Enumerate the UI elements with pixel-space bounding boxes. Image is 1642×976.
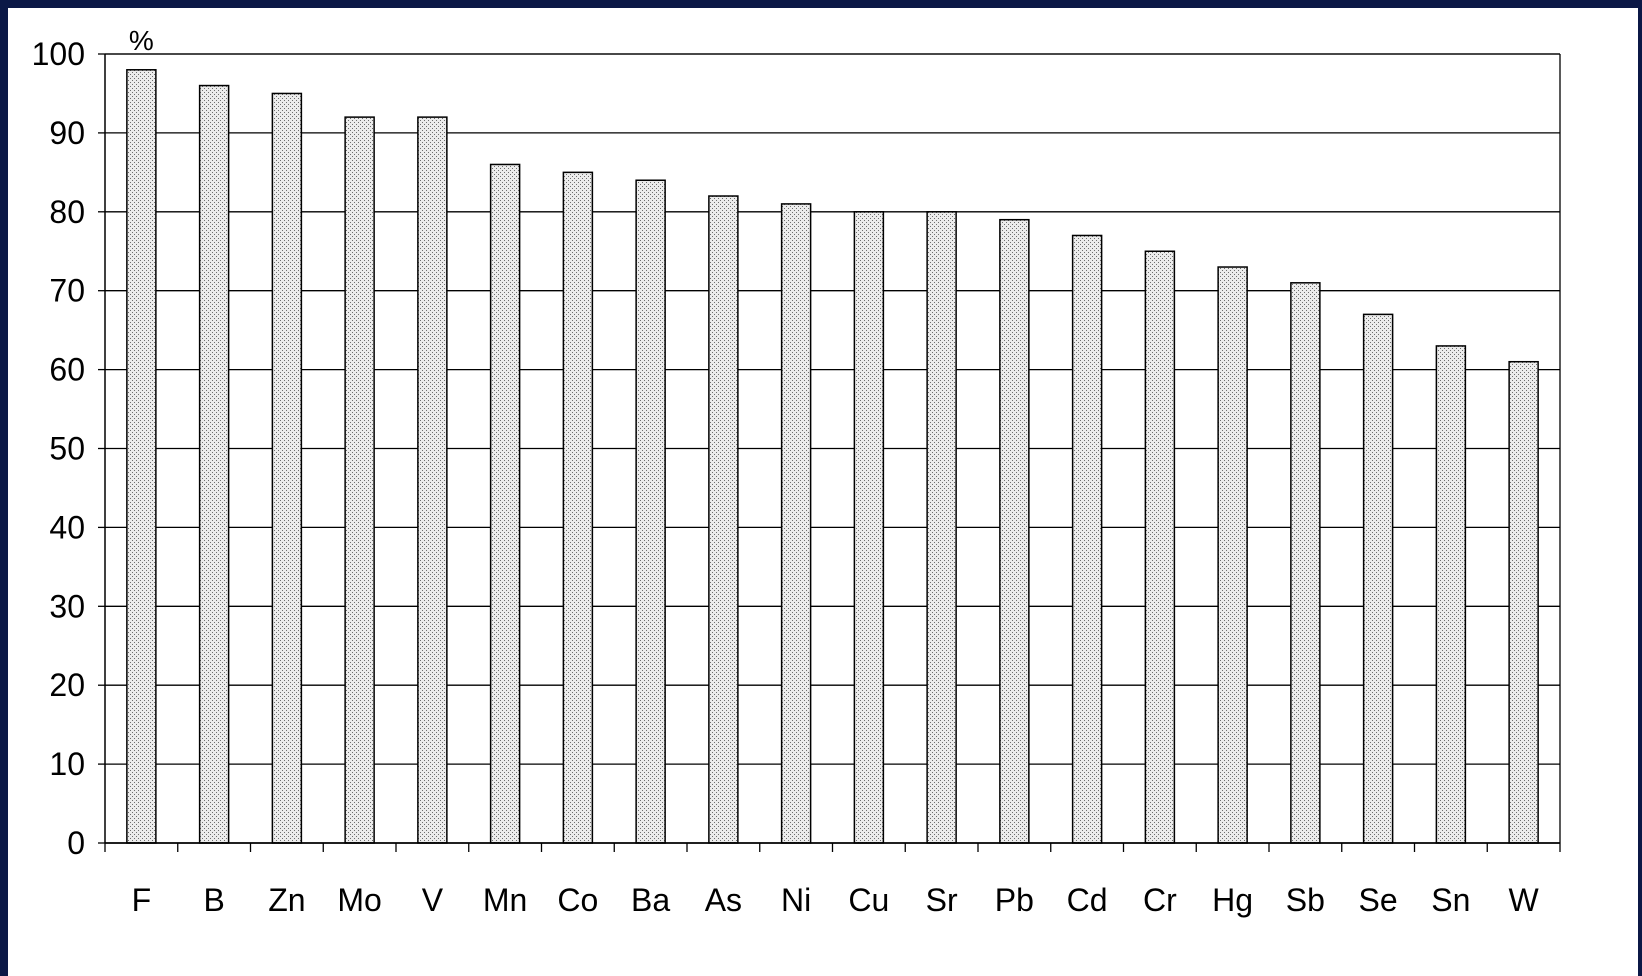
x-tick-label: Zn bbox=[268, 882, 305, 918]
bar-as bbox=[708, 195, 739, 844]
bar-mo bbox=[344, 116, 375, 844]
x-tick-label: Cu bbox=[848, 882, 889, 918]
x-tick-label: Ba bbox=[631, 882, 670, 918]
gridlines bbox=[105, 53, 1560, 765]
bar-cr bbox=[1144, 250, 1176, 844]
y-tick-label: 40 bbox=[49, 509, 85, 545]
y-axis-unit-label: % bbox=[129, 25, 154, 56]
y-tick-label: 70 bbox=[49, 273, 85, 309]
y-tick-label: 50 bbox=[49, 431, 85, 467]
bar-ba bbox=[635, 179, 666, 844]
y-tick-label: 80 bbox=[49, 194, 85, 230]
x-tick-label: Ni bbox=[781, 882, 811, 918]
x-tick-labels: F B Zn Mo V Mn Co Ba As Ni Cu Sr Pb Cd Cr Hg Sb Se Sn W bbox=[132, 882, 1540, 918]
x-tick-label: Cd bbox=[1067, 882, 1108, 918]
y-tick-label: 20 bbox=[49, 667, 85, 703]
x-tick-label: B bbox=[203, 882, 224, 918]
x-tick-label: F bbox=[132, 882, 152, 918]
bar-sn bbox=[1435, 345, 1467, 844]
bar-sr bbox=[926, 211, 957, 844]
bar-cd bbox=[1071, 234, 1103, 844]
x-tick-label: Mo bbox=[337, 882, 381, 918]
bar-cu bbox=[853, 211, 885, 844]
bar-mn bbox=[489, 163, 521, 844]
bar-se bbox=[1362, 313, 1394, 844]
bar-w bbox=[1508, 360, 1539, 844]
y-tick-label: 90 bbox=[49, 115, 85, 151]
chart-frame: 0 10 20 30 40 50 60 70 80 90 100 F B Zn Mo V Mn Co Ba As Ni… bbox=[8, 8, 1638, 976]
y-tick-labels: 0 10 20 30 40 50 60 70 80 90 100 bbox=[32, 36, 85, 861]
bar-v bbox=[417, 116, 448, 844]
y-tick-label: 30 bbox=[49, 588, 85, 624]
y-tick-label: 10 bbox=[49, 746, 85, 782]
x-tick-label: Pb bbox=[995, 882, 1034, 918]
bar-b bbox=[198, 84, 230, 844]
y-tick-label: 60 bbox=[49, 352, 85, 388]
y-tick-label: 0 bbox=[67, 825, 85, 861]
bar-pb bbox=[999, 218, 1030, 844]
x-tick-label: As bbox=[705, 882, 742, 918]
bar-sb bbox=[1290, 282, 1321, 844]
x-tick-label: V bbox=[422, 882, 444, 918]
bar-chart: 0 10 20 30 40 50 60 70 80 90 100 F B Zn Mo V Mn Co Ba As Ni… bbox=[32, 25, 1561, 918]
bar-ni bbox=[780, 203, 812, 844]
x-tick-label: Mn bbox=[483, 882, 527, 918]
y-tick-label: 100 bbox=[32, 36, 85, 72]
x-tick-label: Sr bbox=[926, 882, 958, 918]
x-tick-label: W bbox=[1509, 882, 1540, 918]
x-tick-label: Co bbox=[557, 882, 598, 918]
x-tick-label: Sb bbox=[1286, 882, 1325, 918]
bar-co bbox=[562, 171, 594, 844]
x-tick-label: Se bbox=[1359, 882, 1398, 918]
bar-zn bbox=[271, 92, 303, 844]
bar-f bbox=[126, 69, 157, 844]
x-tick-label: Sn bbox=[1431, 882, 1470, 918]
bar-hg bbox=[1217, 266, 1248, 844]
x-tick-label: Cr bbox=[1143, 882, 1177, 918]
x-tick-label: Hg bbox=[1212, 882, 1253, 918]
bars bbox=[126, 69, 1539, 844]
axes bbox=[98, 53, 1561, 852]
